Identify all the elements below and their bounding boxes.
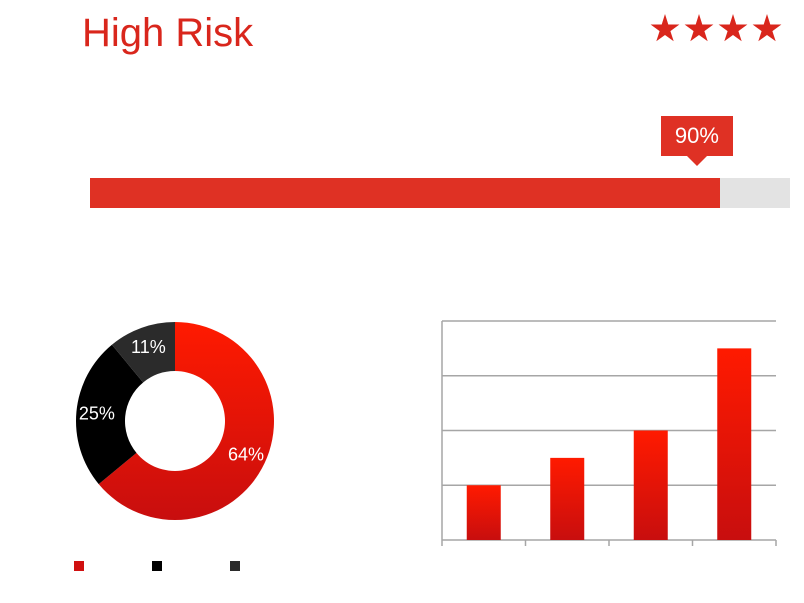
- bar: [717, 348, 752, 540]
- donut-slice-label: 25%: [79, 404, 115, 424]
- legend-swatch: [74, 561, 84, 571]
- bar: [550, 457, 585, 540]
- risk-percent-callout: 90%: [660, 116, 733, 156]
- risk-progress-fill: [90, 178, 720, 208]
- legend-swatch: [230, 561, 240, 571]
- risk-rating-stars: [650, 14, 782, 44]
- risk-progress-track: [90, 178, 790, 208]
- donut-legend: [74, 561, 254, 573]
- donut-slice: [111, 322, 175, 383]
- bar: [633, 430, 668, 540]
- donut-slice: [98, 322, 274, 521]
- donut-slice-label: 64%: [228, 444, 264, 464]
- donut-slice: [75, 344, 144, 485]
- bar: [466, 485, 501, 540]
- donut-slice-label: 11%: [131, 337, 166, 357]
- legend-swatch: [152, 561, 162, 571]
- page-title: High Risk: [82, 11, 254, 55]
